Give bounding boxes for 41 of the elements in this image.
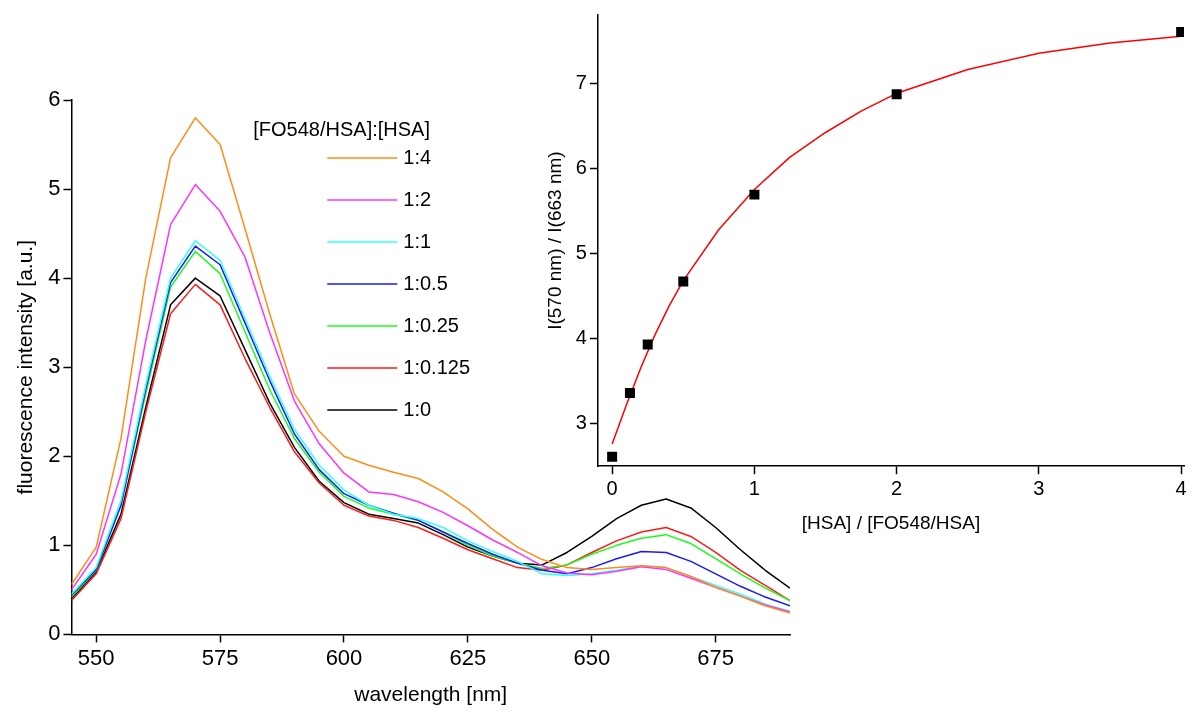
legend-label: 1:1 — [403, 229, 432, 252]
y-tick-label: 7 — [575, 70, 587, 93]
point — [624, 387, 635, 398]
y-tick-label: 1 — [48, 531, 61, 557]
y-tick-label: 5 — [48, 175, 61, 201]
x-tick-label: 650 — [573, 644, 611, 670]
x-tick-label: 0 — [606, 476, 618, 499]
legend-label: 1:2 — [403, 187, 432, 210]
legend-title: [FO548/HSA]:[HSA] — [253, 117, 431, 140]
x-tick-label: 1 — [748, 476, 760, 499]
y-axis-title: I(570 nm) / I(663 nm) — [543, 151, 565, 330]
y-axis-title: fluorescence intensity [a.u.] — [13, 239, 37, 495]
point — [642, 339, 653, 350]
x-axis-title: [HSA] / [FO548/HSA] — [801, 511, 981, 533]
y-tick-label: 3 — [575, 411, 587, 434]
legend-label: 1:4 — [403, 145, 432, 168]
legend-label: 1:0.125 — [403, 355, 471, 378]
x-tick-label: 3 — [1033, 476, 1045, 499]
y-tick-label: 4 — [575, 326, 587, 349]
x-tick-label: 550 — [77, 644, 115, 670]
y-tick-label: 3 — [48, 353, 61, 379]
x-tick-label: 575 — [201, 644, 239, 670]
point — [678, 276, 689, 287]
x-tick-label: 600 — [325, 644, 363, 670]
y-tick-label: 0 — [48, 620, 61, 646]
x-tick-label: 625 — [449, 644, 487, 670]
point — [891, 89, 902, 100]
x-tick-label: 675 — [697, 644, 735, 670]
legend-label: 1:0.5 — [403, 271, 448, 294]
y-tick-label: 4 — [48, 264, 61, 290]
legend-label: 1:0.25 — [403, 313, 459, 336]
y-tick-label: 2 — [48, 442, 61, 468]
point — [749, 189, 760, 200]
y-tick-label: 6 — [48, 86, 61, 112]
x-tick-label: 2 — [891, 476, 903, 499]
x-axis-title: wavelength [nm] — [353, 682, 508, 706]
y-tick-label: 6 — [575, 155, 587, 178]
y-tick-label: 5 — [575, 240, 587, 263]
x-tick-label: 4 — [1175, 476, 1187, 499]
point — [607, 451, 618, 462]
legend-label: 1:0 — [403, 397, 432, 420]
